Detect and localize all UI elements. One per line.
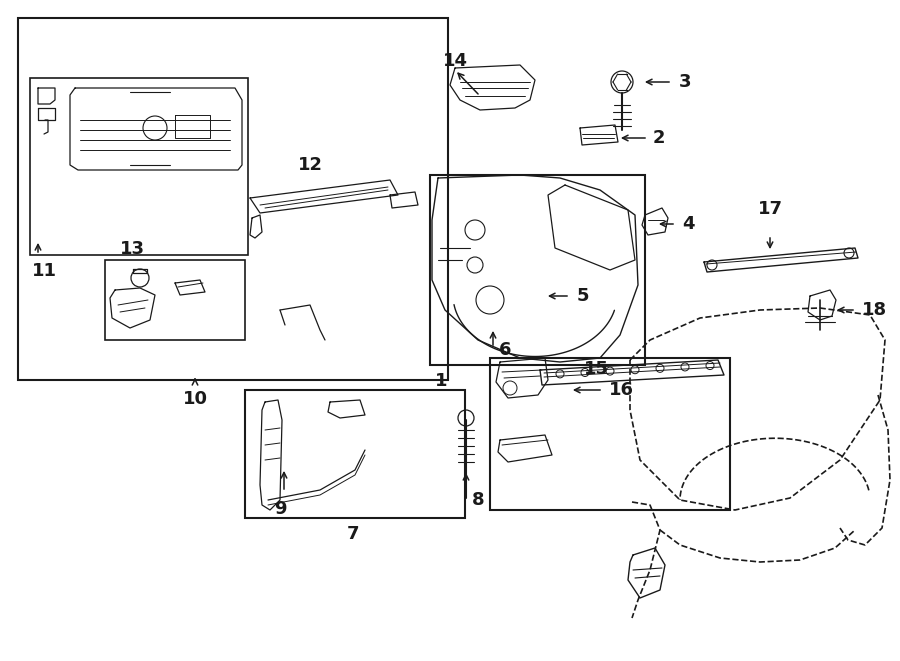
Text: 4: 4 <box>682 215 695 233</box>
Text: 5: 5 <box>577 287 590 305</box>
Text: 10: 10 <box>183 390 208 408</box>
Text: 1: 1 <box>435 372 447 390</box>
Text: 12: 12 <box>298 156 322 174</box>
Text: 18: 18 <box>862 301 887 319</box>
Text: 13: 13 <box>120 240 145 258</box>
Bar <box>105 260 245 340</box>
Bar <box>18 18 448 380</box>
Text: 14: 14 <box>443 52 467 70</box>
Text: 15: 15 <box>583 360 608 378</box>
Text: 17: 17 <box>758 200 782 218</box>
Text: 3: 3 <box>679 73 691 91</box>
Text: 11: 11 <box>32 262 57 280</box>
Text: 2: 2 <box>653 129 665 147</box>
Bar <box>245 390 465 518</box>
Bar <box>430 175 645 365</box>
Text: 8: 8 <box>472 491 484 509</box>
Text: 9: 9 <box>274 500 286 518</box>
Text: 7: 7 <box>346 525 359 543</box>
Text: 6: 6 <box>499 341 511 359</box>
Text: 16: 16 <box>609 381 634 399</box>
Bar <box>490 358 730 510</box>
Bar <box>30 78 248 255</box>
